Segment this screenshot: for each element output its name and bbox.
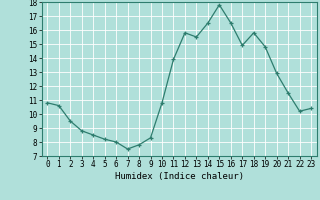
X-axis label: Humidex (Indice chaleur): Humidex (Indice chaleur) (115, 172, 244, 181)
